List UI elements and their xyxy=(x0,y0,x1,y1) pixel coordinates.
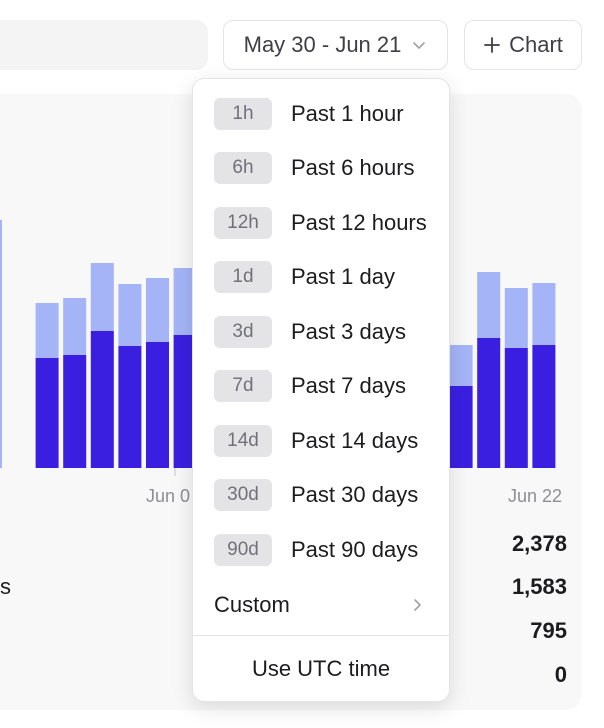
plus-icon xyxy=(484,37,500,53)
bar-segment xyxy=(146,342,169,468)
search-bar[interactable] xyxy=(0,20,208,70)
badge: 90d xyxy=(214,534,272,566)
bar-segment xyxy=(173,335,197,468)
bar-segment xyxy=(146,278,169,342)
option-label: Past 1 day xyxy=(291,264,395,289)
bar-segment xyxy=(504,348,528,468)
bar-segment xyxy=(118,346,142,468)
option-past-14-days[interactable]: 14d Past 14 days xyxy=(193,419,449,463)
stat-value: 0 xyxy=(554,662,567,687)
add-chart-button[interactable]: Chart xyxy=(464,20,582,70)
option-past-6-hours[interactable]: 6h Past 6 hours xyxy=(193,146,449,190)
option-past-3-days[interactable]: 3d Past 3 days xyxy=(193,310,449,354)
bar-segment xyxy=(532,345,556,468)
option-label: Past 3 days xyxy=(291,319,406,344)
option-past-1-hour[interactable]: 1h Past 1 hour xyxy=(193,92,449,136)
option-past-90-days[interactable]: 90d Past 90 days xyxy=(193,528,449,572)
option-label: Custom xyxy=(214,592,290,617)
bar-segment xyxy=(449,386,473,468)
date-range-button[interactable]: May 30 - Jun 21 xyxy=(223,20,448,70)
bar-segment xyxy=(35,303,59,358)
stat-value: 2,378 xyxy=(511,531,567,556)
option-past-30-days[interactable]: 30d Past 30 days xyxy=(193,473,449,517)
bar-segment xyxy=(63,355,87,468)
option-custom[interactable]: Custom xyxy=(193,583,449,627)
option-label: Past 1 hour xyxy=(291,101,404,126)
badge: 1d xyxy=(214,261,272,293)
bar-segment xyxy=(477,338,501,468)
use-utc-time-option[interactable]: Use UTC time xyxy=(193,647,449,691)
bar-segment xyxy=(449,345,473,386)
badge: 30d xyxy=(214,479,272,511)
bar-segment xyxy=(0,220,2,468)
badge: 12h xyxy=(214,207,272,239)
bar-segment xyxy=(90,263,114,331)
date-range-dropdown: 1h Past 1 hour 6h Past 6 hours 12h Past … xyxy=(192,78,450,702)
x-tick-label: Jun 0 xyxy=(146,486,191,506)
option-past-1-day[interactable]: 1d Past 1 day xyxy=(193,255,449,299)
add-chart-label: Chart xyxy=(509,32,563,57)
bar-segment xyxy=(173,268,197,335)
badge: 14d xyxy=(214,425,272,457)
x-tick-label: Jun 22 xyxy=(508,486,563,506)
stat-label: s xyxy=(0,574,11,599)
bar-segment xyxy=(532,283,556,345)
stat-value: 1,583 xyxy=(511,574,567,599)
badge: 6h xyxy=(214,152,272,184)
bar-segment xyxy=(35,358,59,468)
chevron-right-icon xyxy=(414,599,421,611)
option-label: Past 12 hours xyxy=(291,210,427,235)
bar-segment xyxy=(118,284,142,346)
option-label: Past 7 days xyxy=(291,373,406,398)
divider xyxy=(193,635,449,636)
date-range-label: May 30 - Jun 21 xyxy=(243,32,402,57)
option-label: Past 14 days xyxy=(291,428,419,453)
stat-value: 795 xyxy=(530,618,567,643)
option-past-12-hours[interactable]: 12h Past 12 hours xyxy=(193,201,449,245)
option-label: Past 6 hours xyxy=(291,155,415,180)
badge: 7d xyxy=(214,370,272,402)
option-label: Past 30 days xyxy=(291,482,419,507)
badge: 3d xyxy=(214,316,272,348)
bar-segment xyxy=(90,331,114,468)
option-past-7-days[interactable]: 7d Past 7 days xyxy=(193,364,449,408)
bar-segment xyxy=(63,298,87,355)
bar-segment xyxy=(477,272,501,338)
chevron-down-icon xyxy=(413,42,426,49)
option-label: Past 90 days xyxy=(291,537,419,562)
bar-segment xyxy=(504,288,528,348)
option-label: Use UTC time xyxy=(251,656,391,681)
badge: 1h xyxy=(214,98,272,130)
